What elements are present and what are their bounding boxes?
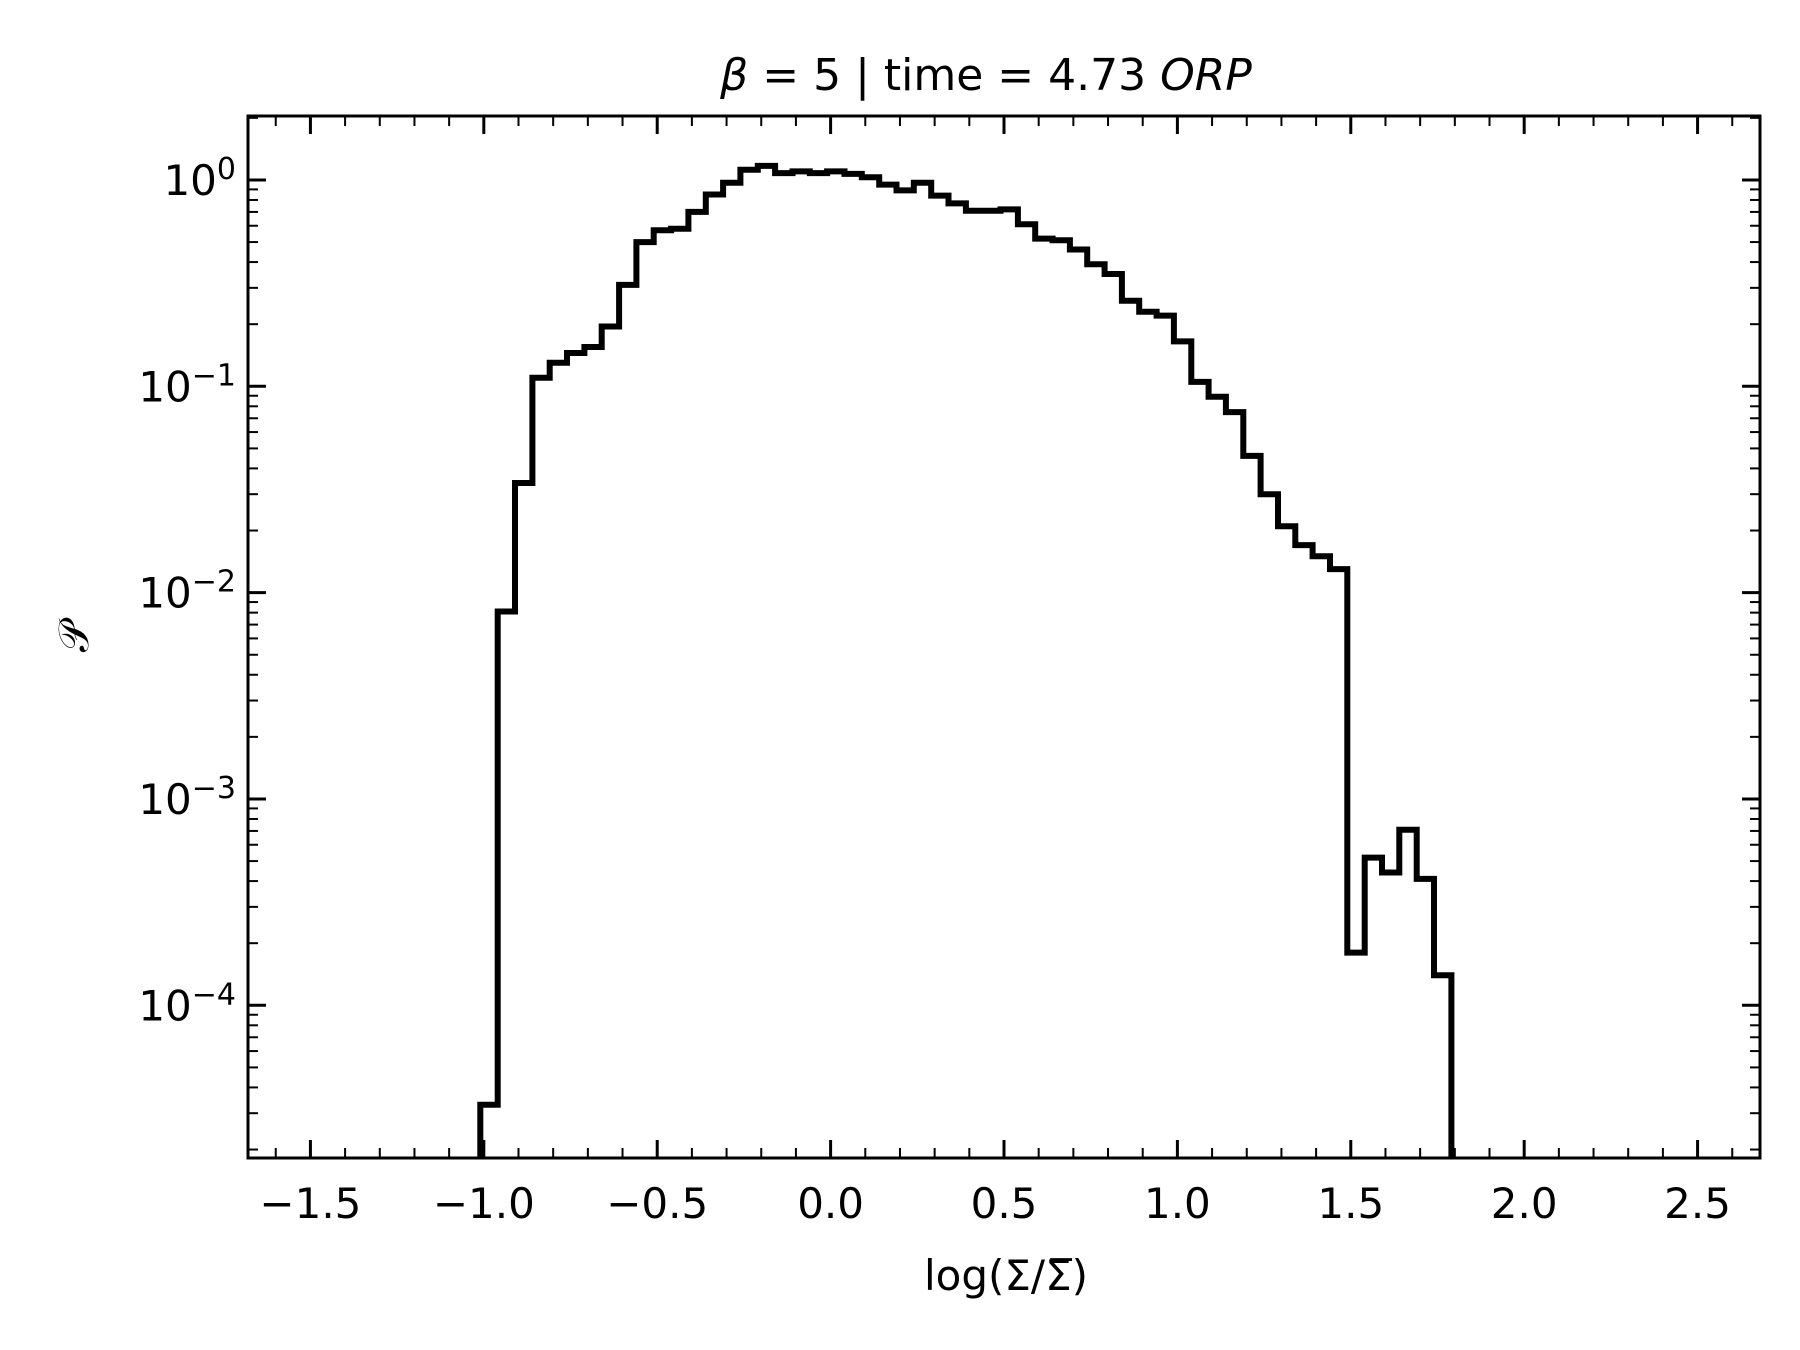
- x-tick-label: −1.0: [433, 1179, 535, 1228]
- y-axis-label: 𝒫: [49, 617, 98, 652]
- y-tick-exponent: −1: [192, 358, 236, 393]
- x-tick-label: 0.0: [797, 1179, 864, 1228]
- y-tick-base: 10: [138, 362, 191, 411]
- x-tick-label: 2.5: [1664, 1179, 1731, 1228]
- x-tick-label: −0.5: [606, 1179, 708, 1228]
- y-tick-label: 10−4: [138, 977, 236, 1030]
- x-tick-label: 1.0: [1144, 1179, 1211, 1228]
- y-tick-exponent: −4: [192, 977, 236, 1012]
- y-tick-label: 10−3: [138, 771, 236, 824]
- y-tick-label: 10−1: [138, 358, 236, 411]
- x-tick-label: 2.0: [1491, 1179, 1558, 1228]
- x-tick-label: −1.5: [259, 1179, 361, 1228]
- y-tick-base: 10: [163, 156, 216, 205]
- title-middle: = 5 | time = 4.73: [748, 50, 1160, 101]
- x-axis-label: log(Σ/Σ̅): [924, 1251, 1088, 1300]
- y-tick-label: 100: [163, 152, 236, 205]
- x-tick-label: 1.5: [1317, 1179, 1384, 1228]
- y-tick-exponent: −2: [192, 565, 236, 600]
- y-tick-label: 10−2: [138, 565, 236, 618]
- tick-labels: −1.5 −1.0 −0.5 0.0 0.5 1.0 1.5 2.0 2.510010−110−…: [138, 152, 1731, 1228]
- x-tick-label: 0.5: [971, 1179, 1038, 1228]
- y-tick-base: 10: [138, 569, 191, 618]
- y-tick-exponent: 0: [217, 152, 236, 187]
- y-tick-base: 10: [138, 775, 191, 824]
- title-unit: ORP: [1160, 50, 1252, 101]
- y-tick-exponent: −3: [192, 771, 236, 806]
- title-symbol: β: [719, 50, 748, 101]
- axis-ticks: [248, 116, 1760, 1158]
- plot-frame: [246, 114, 1762, 1160]
- chart-title: β = 5 | time = 4.73 ORP: [719, 50, 1252, 101]
- y-tick-base: 10: [138, 981, 191, 1030]
- histogram-step-line: [477, 162, 1455, 1158]
